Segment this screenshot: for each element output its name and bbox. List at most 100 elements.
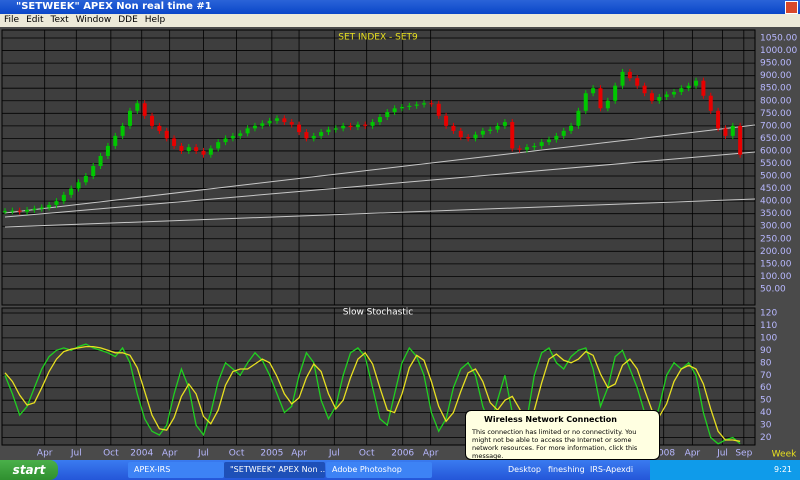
candle-body [444, 115, 449, 126]
menu-item[interactable]: Help [144, 15, 166, 25]
x-tick-label: Jul [197, 449, 209, 459]
candle-body [436, 103, 441, 116]
y-tick-label: 950.00 [760, 59, 792, 69]
candle-body [561, 130, 566, 136]
candle-body [701, 80, 706, 96]
candle-body [194, 147, 199, 151]
candle-body [230, 135, 235, 139]
balloon-title: Wireless Network Connection [484, 415, 617, 424]
candle-body [649, 93, 654, 101]
menu-item[interactable]: File [4, 15, 20, 25]
candle-body [451, 125, 456, 131]
candle-body [635, 78, 640, 86]
candle-body [510, 122, 515, 149]
x-tick-label: Oct [103, 449, 119, 459]
menu-item[interactable]: Text [50, 15, 69, 25]
candle-body [355, 124, 360, 128]
candle-body [694, 80, 699, 86]
candle-body [297, 124, 302, 133]
x-tick-label: Oct [359, 449, 375, 459]
x-unit-label: Week [772, 450, 797, 460]
y-tick-label: 150.00 [760, 259, 792, 269]
y-tick-label: 120 [760, 308, 777, 318]
menu-item[interactable]: Edit [26, 15, 44, 25]
candle-body [620, 71, 625, 86]
toolbar-item[interactable]: Desktop [508, 465, 541, 474]
y-tick-label: 750.00 [760, 109, 792, 119]
y-tick-label: 900.00 [760, 71, 792, 81]
candle-body [385, 112, 390, 118]
y-tick-label: 250.00 [760, 234, 792, 244]
candle-body [363, 124, 368, 126]
y-tick-label: 70 [760, 371, 772, 381]
y-tick-label: 650.00 [760, 134, 792, 144]
balloon-text: This connection has limited or no connec… [472, 428, 638, 460]
x-tick-label: 2006 [391, 449, 414, 459]
chart-title: SET INDEX - SET9 [338, 33, 418, 43]
candle-body [414, 104, 419, 106]
candle-body [245, 128, 250, 134]
candle-body [3, 211, 7, 213]
candle-body [348, 125, 353, 128]
toolbar-item[interactable]: IRS-Apexdi [590, 465, 634, 474]
candle-body [627, 71, 632, 79]
candle-body [69, 188, 74, 195]
candle-body [326, 129, 331, 133]
task-button[interactable]: Adobe Photoshop [326, 462, 432, 478]
candle-body [267, 120, 272, 124]
x-tick-label: Apr [291, 449, 307, 459]
candle-body [135, 103, 140, 111]
taskbar: start APEX-IRS "SETWEEK" APEX Non ... Ad… [0, 460, 800, 480]
candle-body [532, 145, 537, 148]
y-tick-label: 850.00 [760, 84, 792, 94]
x-tick-label: Apr [423, 449, 439, 459]
y-tick-label: 1000.00 [760, 46, 797, 56]
start-button[interactable]: start [0, 460, 58, 480]
candle-body [473, 134, 478, 139]
y-tick-label: 80 [760, 358, 772, 368]
candle-body [17, 210, 22, 212]
candle-body [113, 135, 118, 146]
candle-body [407, 105, 412, 108]
menu-item[interactable]: DDE [118, 15, 138, 25]
candle-body [32, 208, 37, 210]
candle-body [98, 155, 103, 166]
stoch-line [4, 345, 741, 442]
candle-body [223, 138, 228, 143]
close-button[interactable] [785, 1, 798, 14]
y-tick-label: 200.00 [760, 247, 792, 257]
notification-balloon[interactable]: Wireless Network Connection This connect… [465, 410, 660, 460]
candle-body [289, 122, 294, 125]
task-button[interactable]: "SETWEEK" APEX Non ... [224, 462, 325, 478]
x-tick-label: Jul [328, 449, 340, 459]
candle-body [576, 110, 581, 126]
x-tick-label: 2008 [652, 449, 675, 459]
toolbar-item[interactable]: fineshing [548, 465, 585, 474]
candle-body [275, 118, 280, 121]
y-tick-label: 550.00 [760, 159, 792, 169]
candle-body [142, 103, 147, 116]
window-title: "SETWEEK" APEX Non real time #1 [16, 1, 212, 12]
candle-body [524, 147, 529, 150]
candle-body [539, 142, 544, 146]
y-tick-label: 40 [760, 408, 772, 418]
candle-body [208, 148, 213, 155]
y-tick-label: 800.00 [760, 96, 792, 106]
y-tick-label: 500.00 [760, 172, 792, 182]
candle-body [605, 100, 610, 109]
candle-body [495, 125, 500, 130]
candle-body [61, 194, 66, 202]
menu-bar: File Edit Text Window DDE Help [0, 14, 800, 27]
menu-item[interactable]: Window [75, 15, 112, 25]
candle-body [105, 145, 110, 156]
candle-body [679, 88, 684, 92]
x-tick-label: Jul [70, 449, 82, 459]
x-tick-label: Sep [735, 449, 752, 459]
y-tick-label: 60 [760, 383, 772, 393]
task-button[interactable]: APEX-IRS [128, 462, 224, 478]
candle-body [458, 130, 463, 138]
candle-body [157, 125, 162, 131]
candle-body [186, 147, 191, 151]
candle-body [127, 110, 132, 126]
x-tick-label: Oct [229, 449, 245, 459]
